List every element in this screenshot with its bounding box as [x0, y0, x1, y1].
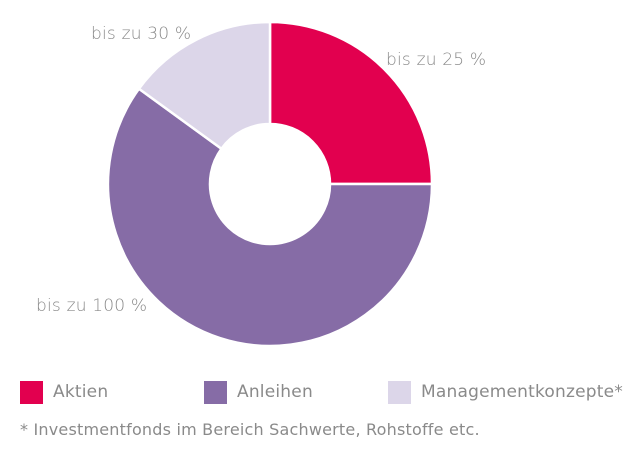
slice-label-aktien: bis zu 25 %: [386, 50, 487, 70]
footnote: * Investmentfonds im Bereich Sachwerte, …: [20, 420, 480, 439]
legend-swatch-aktien: [20, 380, 43, 404]
legend-swatch-anleihen: [204, 380, 227, 404]
slice-label-managementkonzepte: bis zu 30 %: [91, 24, 192, 44]
slice-label-anleihen: bis zu 100 %: [36, 296, 148, 316]
slice-aktien: [268, 20, 434, 186]
legend-label-aktien: Aktien: [53, 382, 109, 402]
legend-item-anleihen: Anleihen: [204, 378, 313, 406]
legend-item-aktien: Aktien: [20, 378, 108, 406]
slice-anleihen: [106, 87, 434, 348]
legend-label-managementkonzepte: Managementkonzepte*: [421, 382, 623, 402]
donut-chart: [106, 20, 434, 348]
slice-managementkonzepte: [137, 20, 272, 151]
legend-item-managementkonzepte: Managementkonzepte*: [388, 378, 623, 406]
legend-swatch-managementkonzepte: [388, 380, 411, 404]
legend: Aktien Anleihen Managementkonzepte*: [20, 378, 640, 408]
legend-label-anleihen: Anleihen: [237, 382, 313, 402]
